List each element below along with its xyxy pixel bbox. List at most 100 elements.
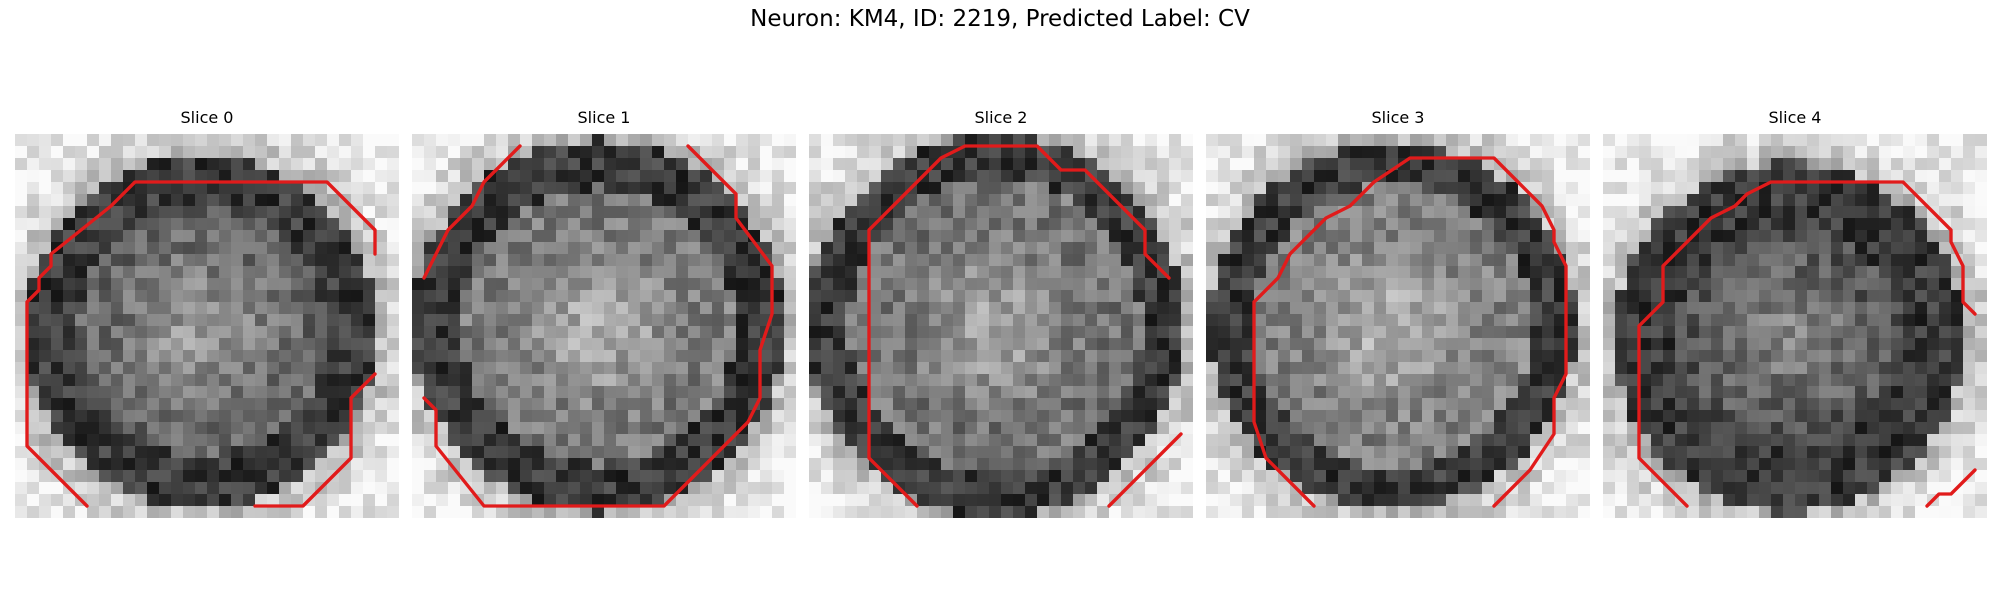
image-pixel [484,494,497,507]
image-pixel [568,314,581,327]
image-pixel [387,278,399,291]
image-pixel [784,206,796,219]
image-pixel [1446,314,1459,327]
image-pixel [255,506,268,518]
image-pixel [1458,242,1471,255]
image-pixel [1807,278,1820,291]
image-pixel [412,302,425,315]
image-pixel [15,446,28,459]
image-pixel [881,278,894,291]
image-pixel [1603,302,1616,315]
image-pixel [1554,266,1567,279]
image-pixel [905,302,918,315]
image-pixel [1374,194,1387,207]
image-pixel [1242,494,1255,507]
image-pixel [772,218,785,231]
image-pixel [1362,446,1375,459]
image-pixel [1927,434,1940,447]
image-pixel [75,290,88,303]
image-pixel [1530,494,1543,507]
image-pixel [219,278,232,291]
image-pixel [147,362,160,375]
image-pixel [1242,146,1255,159]
image-pixel [1410,482,1423,495]
image-pixel [123,482,136,495]
image-pixel [917,146,930,159]
image-pixel [412,194,425,207]
image-pixel [1386,434,1399,447]
image-pixel [1422,386,1435,399]
image-pixel [1506,266,1519,279]
image-pixel [424,278,437,291]
image-pixel [1482,170,1495,183]
image-pixel [953,350,966,363]
image-pixel [1783,302,1796,315]
image-pixel [27,470,40,483]
image-pixel [1181,470,1193,483]
image-pixel [1386,422,1399,435]
image-pixel [1133,458,1146,471]
image-pixel [315,254,328,267]
image-pixel [1001,506,1014,518]
image-pixel [1157,278,1170,291]
image-pixel [1482,194,1495,207]
image-pixel [929,266,942,279]
image-pixel [1819,146,1832,159]
image-pixel [1867,278,1880,291]
image-pixel [1542,194,1555,207]
image-pixel [1855,434,1868,447]
image-pixel [231,398,244,411]
segmentation-contour [25,180,377,508]
image-pixel [1470,302,1483,315]
image-pixel [1927,326,1940,339]
image-pixel [1434,434,1447,447]
image-pixel [1615,242,1628,255]
image-pixel [965,278,978,291]
image-pixel [977,434,990,447]
image-pixel [1169,410,1182,423]
image-pixel [1242,374,1255,387]
image-pixel [1230,182,1243,195]
image-pixel [448,206,461,219]
image-pixel [568,470,581,483]
image-pixel [1903,134,1916,147]
image-pixel [1783,374,1796,387]
image-pixel [303,170,316,183]
image-pixel [15,326,28,339]
image-pixel [1783,386,1796,399]
image-pixel [1037,230,1050,243]
image-pixel [1181,242,1193,255]
image-pixel [724,494,737,507]
image-pixel [1410,410,1423,423]
image-pixel [1218,158,1231,171]
image-pixel [27,374,40,387]
image-pixel [1085,266,1098,279]
image-pixel [712,242,725,255]
image-pixel [147,218,160,231]
image-pixel [1867,146,1880,159]
image-pixel [1711,146,1724,159]
image-pixel [845,290,858,303]
image-pixel [1723,374,1736,387]
image-pixel [267,338,280,351]
image-pixel [1615,338,1628,351]
image-pixel [580,290,593,303]
image-pixel [291,470,304,483]
image-pixel [520,422,533,435]
image-pixel [1109,338,1122,351]
image-pixel [1687,386,1700,399]
image-pixel [472,314,485,327]
image-pixel [27,170,40,183]
image-pixel [1843,194,1856,207]
image-pixel [1338,470,1351,483]
image-pixel [135,374,148,387]
image-pixel [1458,218,1471,231]
image-pixel [375,386,388,399]
image-pixel [989,386,1002,399]
image-pixel [953,482,966,495]
image-pixel [51,134,64,147]
image-pixel [1133,326,1146,339]
image-pixel [616,410,629,423]
image-pixel [1915,182,1928,195]
image-pixel [243,410,256,423]
